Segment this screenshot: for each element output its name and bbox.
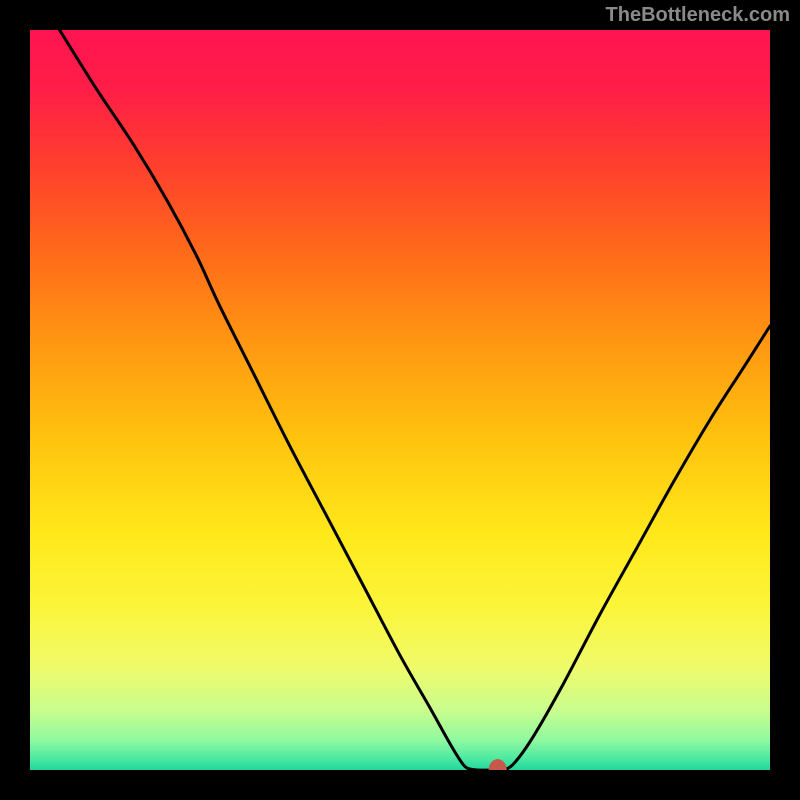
- chart-svg: [30, 30, 770, 770]
- bottleneck-chart: [30, 30, 770, 770]
- watermark-label: TheBottleneck.com: [606, 4, 790, 27]
- plot-background: [30, 30, 770, 770]
